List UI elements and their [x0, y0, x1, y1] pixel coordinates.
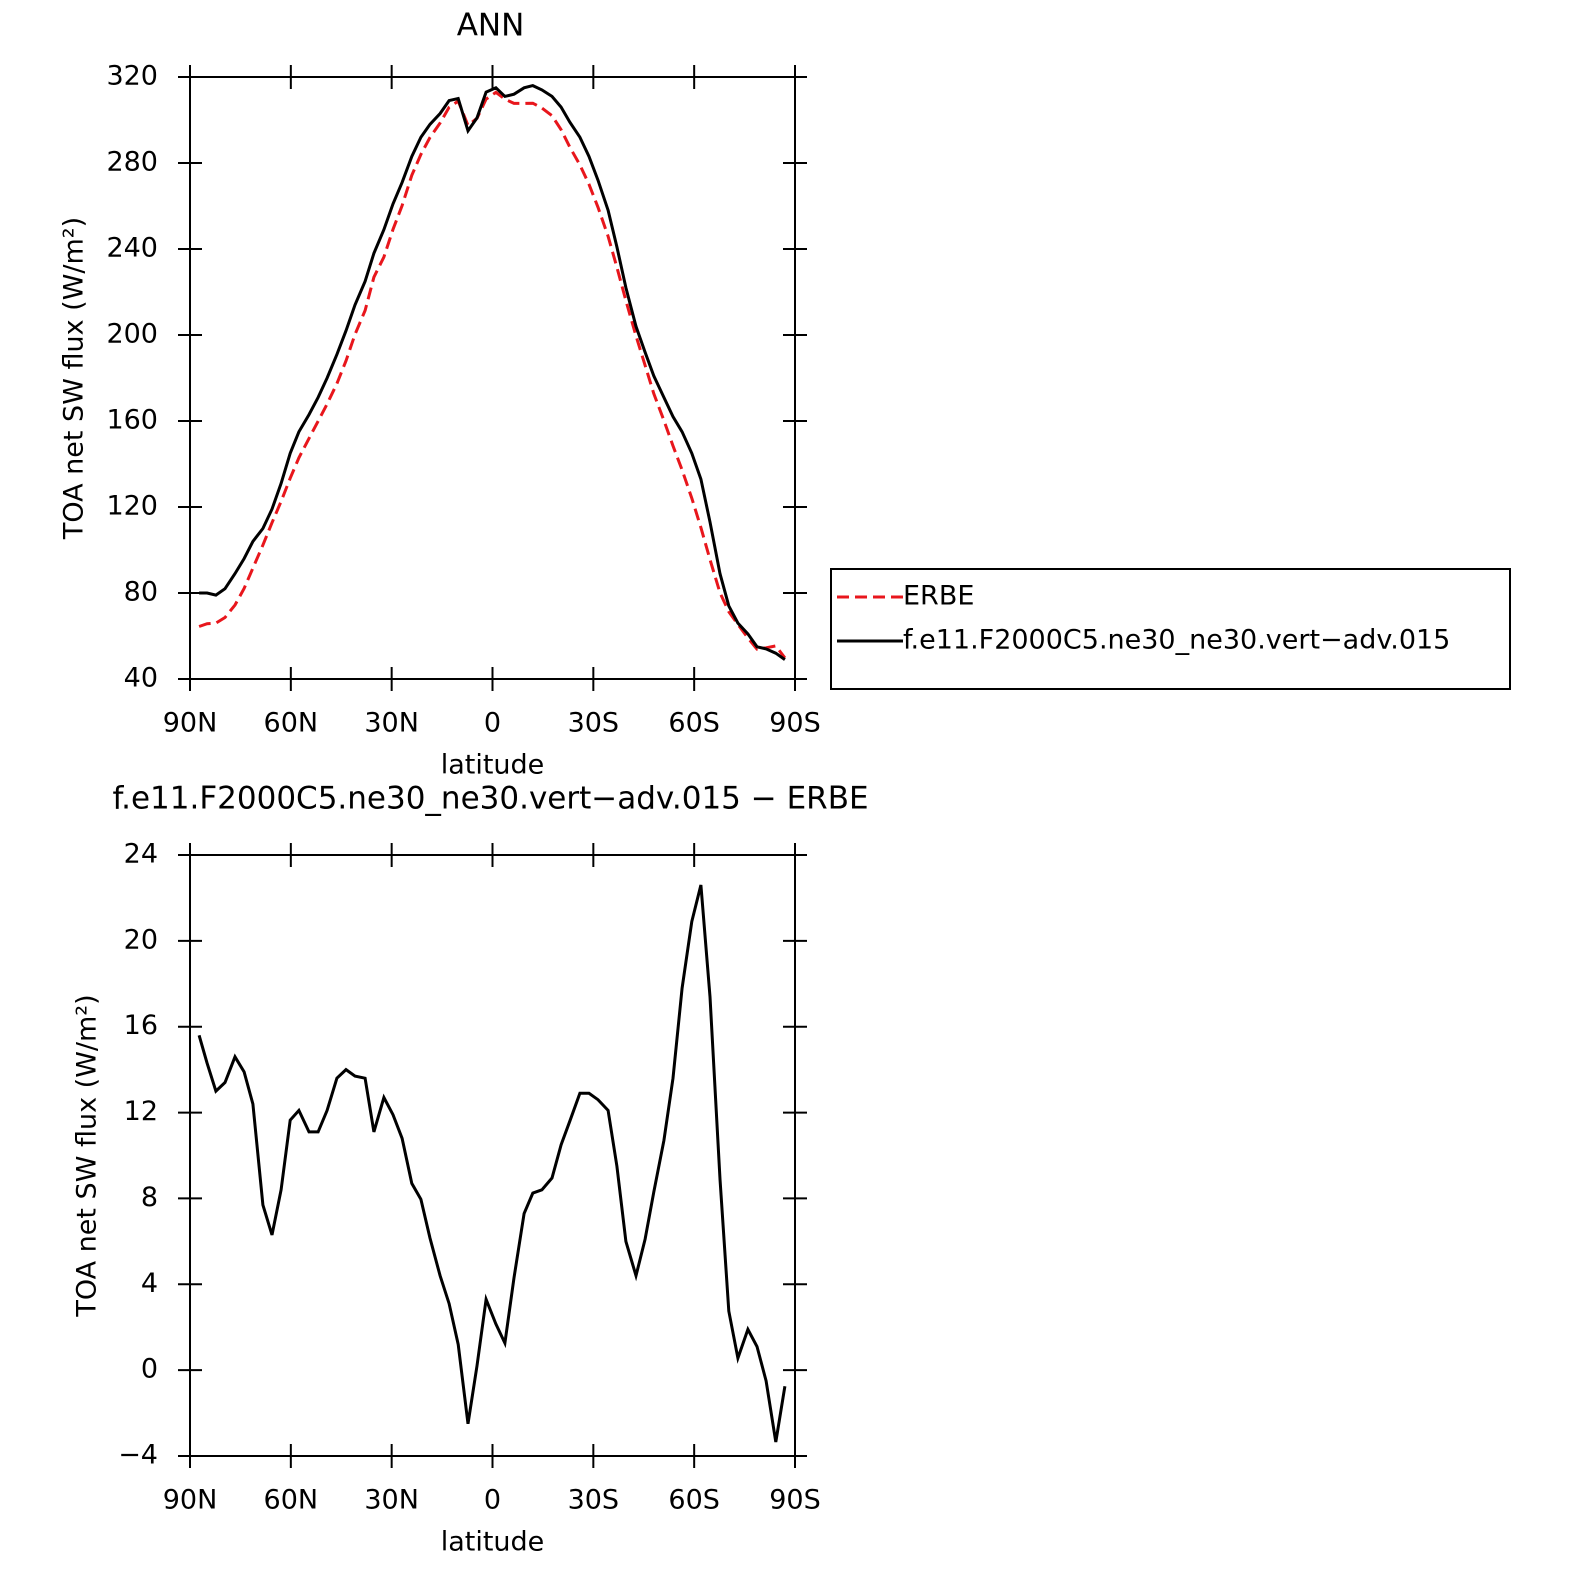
y-tick-label: 240 [106, 233, 158, 264]
legend-label: f.e11.F2000C5.ne30_ne30.vert−adv.015 [903, 625, 1450, 656]
y-axis-label: TOA net SW flux (W/m²) [59, 217, 90, 540]
y-tick-label: 200 [106, 319, 158, 350]
x-tick-label: 90N [163, 708, 218, 739]
x-tick-label: 90N [163, 1485, 218, 1516]
x-tick-label: 0 [484, 708, 501, 739]
y-tick-label: 12 [124, 1096, 158, 1127]
data-line [198, 90, 787, 659]
x-tick-label: 30S [568, 1485, 620, 1516]
x-tick-label: 90S [769, 1485, 821, 1516]
legend-label: ERBE [903, 581, 974, 612]
x-tick-label: 60N [264, 708, 319, 739]
y-tick-label: 40 [124, 663, 158, 694]
x-tick-label: 30N [364, 708, 419, 739]
y-axis-label: TOA net SW flux (W/m²) [72, 994, 103, 1317]
x-tick-label: 60N [264, 1485, 319, 1516]
x-tick-label: 0 [484, 1485, 501, 1516]
x-tick-label: 30N [364, 1485, 419, 1516]
chart-title: ANN [457, 8, 525, 44]
legend-box [830, 568, 1511, 690]
y-tick-label: 16 [124, 1010, 158, 1041]
plot-frame [189, 76, 796, 680]
y-tick-label: 24 [124, 839, 158, 870]
y-tick-label: −4 [118, 1440, 158, 1471]
plot-frame [189, 854, 796, 1457]
data-line [197, 884, 787, 1443]
y-tick-label: 80 [124, 577, 158, 608]
x-axis-label: latitude [441, 750, 545, 781]
y-tick-label: 120 [106, 491, 158, 522]
x-tick-label: 60S [668, 708, 720, 739]
y-tick-label: 8 [141, 1182, 158, 1213]
y-tick-label: 280 [106, 147, 158, 178]
y-tick-label: 4 [141, 1268, 158, 1299]
x-tick-label: 90S [769, 708, 821, 739]
x-tick-label: 60S [668, 1485, 720, 1516]
y-tick-label: 0 [141, 1354, 158, 1385]
y-tick-label: 160 [106, 405, 158, 436]
y-tick-label: 20 [124, 924, 158, 955]
data-line [199, 84, 786, 661]
y-tick-label: 320 [106, 61, 158, 92]
x-tick-label: 30S [568, 708, 620, 739]
chart-title: f.e11.F2000C5.ne30_ne30.vert−adv.015 − E… [112, 781, 868, 817]
x-axis-label: latitude [441, 1527, 545, 1558]
